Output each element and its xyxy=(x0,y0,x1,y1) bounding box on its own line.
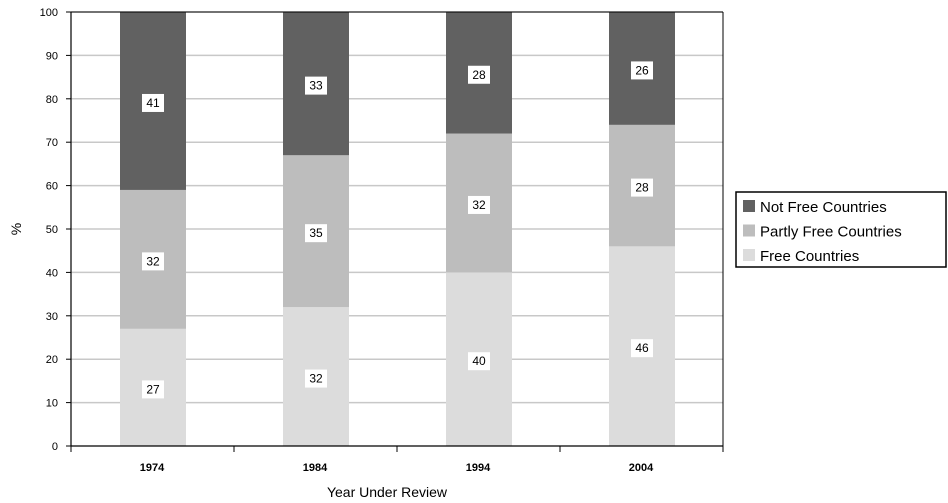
legend-label: Free Countries xyxy=(760,248,859,265)
y-tick-label: 50 xyxy=(46,224,58,236)
data-label-box xyxy=(142,380,164,399)
legend-label: Not Free Countries xyxy=(760,199,887,216)
y-tick-label: 10 xyxy=(46,398,58,410)
y-tick-label: 20 xyxy=(46,354,58,366)
data-label: 35 xyxy=(309,226,323,240)
data-label-box xyxy=(305,224,327,243)
data-label-box xyxy=(468,352,490,371)
data-labels: 27 32 41 32 35 33 40 32 28 46 28 26 xyxy=(142,61,653,399)
y-tick-label: 30 xyxy=(46,311,58,323)
legend: Not Free Countries Partly Free Countries F… xyxy=(735,191,947,268)
y-tick-label: 40 xyxy=(46,267,58,279)
data-label-box xyxy=(631,178,653,197)
data-label: 32 xyxy=(309,372,323,386)
y-tick-label: 60 xyxy=(46,181,58,193)
data-label: 32 xyxy=(472,198,486,212)
legend-swatch xyxy=(743,249,755,261)
data-label-box xyxy=(468,195,490,214)
axes: 0 10 20 30 40 50 60 70 80 90 100 1974 1984 1994 2004 xyxy=(40,7,724,474)
y-tick-label: 90 xyxy=(46,50,58,62)
legend-swatch xyxy=(743,200,755,212)
data-label: 28 xyxy=(635,181,649,195)
y-tick-label: 70 xyxy=(46,137,58,149)
data-label: 27 xyxy=(146,382,160,396)
legend-box xyxy=(735,191,947,268)
x-tick-label: 2004 xyxy=(629,462,654,474)
y-tick-label: 100 xyxy=(40,7,58,19)
legend-label: Partly Free Countries xyxy=(760,224,902,241)
x-tick-label: 1974 xyxy=(140,462,165,474)
data-label: 32 xyxy=(146,254,160,268)
data-label: 41 xyxy=(146,96,160,110)
x-tick-label: 1984 xyxy=(303,462,328,474)
data-label-box xyxy=(142,252,164,271)
data-label-box xyxy=(305,369,327,388)
legend-swatch xyxy=(743,224,755,237)
data-label-box xyxy=(631,61,653,80)
data-label-box xyxy=(631,339,653,358)
x-axis-title: Year Under Review xyxy=(327,484,448,500)
data-label: 28 xyxy=(472,68,486,82)
data-label: 26 xyxy=(635,63,649,77)
data-label-box xyxy=(468,65,490,84)
x-tick-label: 1994 xyxy=(466,462,491,474)
data-label: 40 xyxy=(472,354,486,368)
y-axis-title: % xyxy=(8,223,24,235)
data-label: 46 xyxy=(635,341,649,355)
data-label-box xyxy=(305,76,327,95)
y-tick-label: 80 xyxy=(46,94,58,106)
y-tick-label: 0 xyxy=(52,441,58,453)
data-label-box xyxy=(142,93,164,112)
data-label: 33 xyxy=(309,79,323,93)
